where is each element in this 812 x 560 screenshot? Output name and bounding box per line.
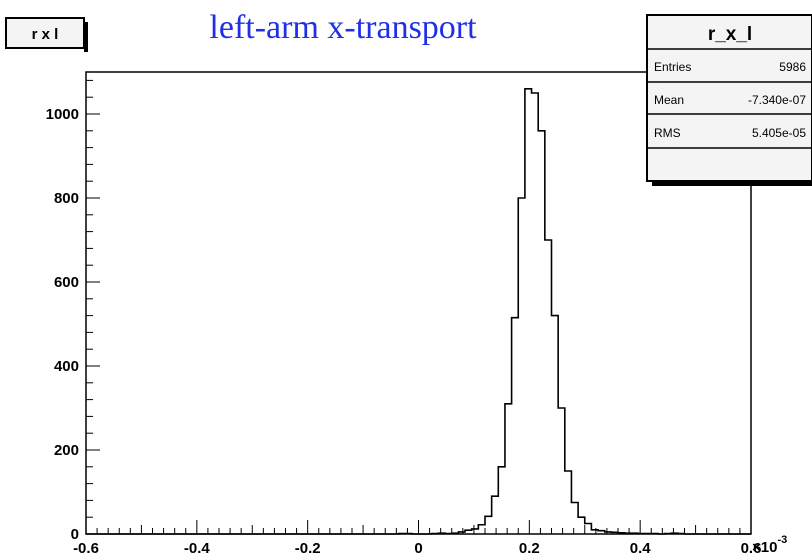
histogram-outline bbox=[86, 88, 751, 535]
hist-tag-box bbox=[5, 17, 85, 49]
stats-title: r_x_l bbox=[708, 24, 752, 45]
stats-entries-value: 5986 bbox=[779, 60, 806, 74]
x-tick-label: 0.4 bbox=[630, 540, 652, 557]
histogram-bin bbox=[498, 467, 505, 534]
x-multiplier-base: ×10 bbox=[752, 539, 777, 556]
y-tick-label: 200 bbox=[54, 442, 79, 459]
stats-rms-label: RMS bbox=[654, 126, 681, 140]
y-tick-label: 1000 bbox=[46, 106, 79, 123]
x-tick-label: -0.6 bbox=[73, 540, 99, 557]
histogram-bin bbox=[512, 318, 519, 534]
hist-tag-shadow bbox=[84, 22, 88, 52]
x-axis: -0.6 -0.4 -0.2 0 0.2 0.4 0.6 bbox=[73, 520, 761, 557]
stats-rms-value: 5.405e-05 bbox=[752, 126, 806, 140]
y-tick-label: 800 bbox=[54, 190, 79, 207]
x-tick-label: 0 bbox=[414, 540, 422, 557]
histogram-bin bbox=[578, 517, 585, 534]
histogram-bin bbox=[565, 471, 572, 534]
histogram-bin bbox=[505, 404, 512, 534]
histogram-bin bbox=[518, 198, 525, 534]
x-tick-label: -0.2 bbox=[295, 540, 321, 557]
stats-box: r_x_l Entries 5986 Mean -7.340e-07 RMS 5… bbox=[646, 14, 812, 186]
histogram-bins bbox=[86, 88, 751, 535]
x-tick-label: 0.2 bbox=[519, 540, 540, 557]
x-tick-label: -0.4 bbox=[184, 540, 211, 557]
stats-box-panel bbox=[646, 14, 812, 182]
histogram-bin bbox=[538, 131, 545, 534]
y-axis: 0 200 400 600 800 1000 bbox=[46, 79, 100, 543]
histogram-bin bbox=[532, 93, 539, 534]
histogram-bin bbox=[552, 316, 559, 534]
histogram-bin bbox=[478, 525, 485, 534]
hist-tag-label: r x l bbox=[32, 26, 59, 43]
histogram-bin bbox=[585, 524, 592, 535]
x-multiplier: ×10-3 bbox=[752, 534, 787, 556]
stats-mean-value: -7.340e-07 bbox=[748, 93, 806, 107]
histogram-bin bbox=[492, 496, 499, 534]
histogram-bin bbox=[558, 408, 565, 534]
histogram-bin bbox=[525, 89, 532, 534]
x-multiplier-exp: -3 bbox=[777, 534, 787, 546]
chart-title: left-arm x-transport bbox=[209, 9, 477, 46]
y-tick-label: 0 bbox=[71, 526, 79, 543]
stats-entries-label: Entries bbox=[654, 60, 691, 74]
histogram-bin bbox=[485, 516, 492, 534]
histogram-bin bbox=[545, 240, 552, 534]
stats-mean-label: Mean bbox=[654, 93, 684, 107]
y-tick-label: 400 bbox=[54, 358, 79, 375]
histogram-bin bbox=[571, 503, 578, 535]
y-tick-label: 600 bbox=[54, 274, 79, 291]
x-tick-label: 0.6 bbox=[741, 540, 762, 557]
